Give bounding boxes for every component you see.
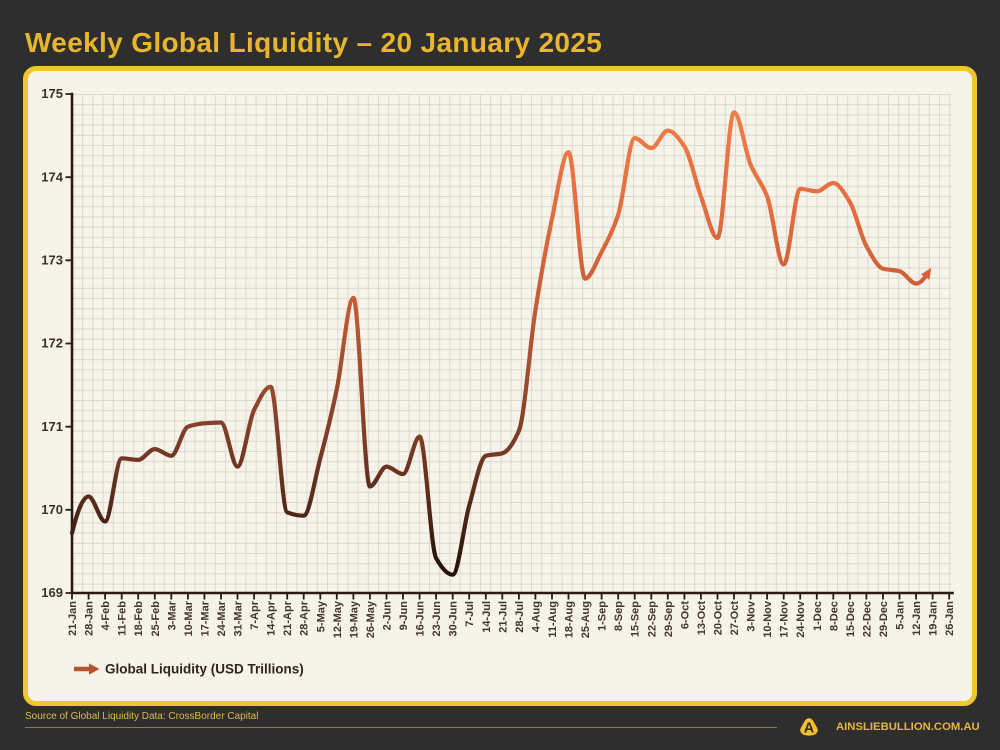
svg-text:30-Jun: 30-Jun <box>448 601 460 637</box>
svg-text:16-Jun: 16-Jun <box>415 601 427 637</box>
svg-text:9-Jun: 9-Jun <box>398 601 410 631</box>
svg-text:1-Sep: 1-Sep <box>597 601 609 631</box>
svg-text:28-Apr: 28-Apr <box>299 600 311 636</box>
svg-text:5-Jan: 5-Jan <box>895 601 907 630</box>
svg-text:18-Aug: 18-Aug <box>564 601 576 638</box>
svg-text:10-Mar: 10-Mar <box>183 600 195 636</box>
svg-text:10-Nov: 10-Nov <box>762 600 774 638</box>
svg-text:23-Jun: 23-Jun <box>431 601 443 637</box>
svg-text:17-Nov: 17-Nov <box>779 600 791 638</box>
svg-text:3-Nov: 3-Nov <box>746 600 758 631</box>
svg-text:169: 169 <box>41 585 63 600</box>
svg-text:26-Jan: 26-Jan <box>944 601 956 636</box>
svg-text:8-Dec: 8-Dec <box>828 601 840 631</box>
svg-text:11-Aug: 11-Aug <box>547 601 559 638</box>
svg-text:175: 175 <box>41 86 63 101</box>
svg-text:24-Mar: 24-Mar <box>216 600 228 636</box>
svg-text:28-Jan: 28-Jan <box>84 601 96 636</box>
svg-text:22-Dec: 22-Dec <box>861 601 873 637</box>
svg-text:14-Apr: 14-Apr <box>266 600 278 636</box>
svg-text:29-Dec: 29-Dec <box>878 601 890 637</box>
svg-text:15-Dec: 15-Dec <box>845 601 857 637</box>
svg-text:6-Oct: 6-Oct <box>679 601 691 629</box>
svg-text:5-May: 5-May <box>315 600 327 632</box>
svg-text:18-Feb: 18-Feb <box>133 601 145 637</box>
svg-text:15-Sep: 15-Sep <box>630 601 642 637</box>
svg-text:11-Feb: 11-Feb <box>117 601 129 636</box>
svg-text:27-Oct: 27-Oct <box>729 601 741 636</box>
svg-text:1-Dec: 1-Dec <box>812 601 824 631</box>
svg-text:4-Aug: 4-Aug <box>530 601 542 632</box>
svg-text:29-Sep: 29-Sep <box>663 601 675 637</box>
svg-text:28-Jul: 28-Jul <box>514 601 526 633</box>
svg-text:21-Jan: 21-Jan <box>67 601 79 636</box>
svg-text:3-Mar: 3-Mar <box>166 600 178 630</box>
svg-text:31-Mar: 31-Mar <box>233 600 245 636</box>
svg-text:21-Jul: 21-Jul <box>497 601 509 633</box>
svg-text:25-Feb: 25-Feb <box>150 601 162 637</box>
svg-text:14-Jul: 14-Jul <box>481 601 493 633</box>
svg-text:26-May: 26-May <box>365 600 377 638</box>
svg-text:22-Sep: 22-Sep <box>646 601 658 637</box>
svg-text:7-Jul: 7-Jul <box>464 601 476 627</box>
svg-text:A: A <box>804 720 815 736</box>
svg-text:25-Aug: 25-Aug <box>580 601 592 638</box>
svg-text:170: 170 <box>41 502 63 517</box>
svg-text:17-Mar: 17-Mar <box>199 600 211 636</box>
svg-text:21-Apr: 21-Apr <box>282 600 294 636</box>
svg-text:8-Sep: 8-Sep <box>613 601 625 631</box>
svg-text:171: 171 <box>41 419 63 434</box>
svg-text:2-Jun: 2-Jun <box>382 601 394 631</box>
svg-text:173: 173 <box>41 253 63 268</box>
svg-text:19-May: 19-May <box>348 600 360 638</box>
svg-text:174: 174 <box>41 169 63 184</box>
svg-text:7-Apr: 7-Apr <box>249 600 261 629</box>
svg-text:20-Oct: 20-Oct <box>713 601 725 636</box>
svg-text:24-Nov: 24-Nov <box>795 600 807 638</box>
svg-text:19-Jan: 19-Jan <box>928 601 940 636</box>
svg-text:Global Liquidity (USD Trillion: Global Liquidity (USD Trillions) <box>105 662 304 677</box>
svg-text:13-Oct: 13-Oct <box>696 601 708 636</box>
svg-text:4-Feb: 4-Feb <box>100 601 112 631</box>
svg-text:172: 172 <box>41 336 63 351</box>
svg-text:12-May: 12-May <box>332 600 344 638</box>
svg-text:12-Jan: 12-Jan <box>911 601 923 636</box>
